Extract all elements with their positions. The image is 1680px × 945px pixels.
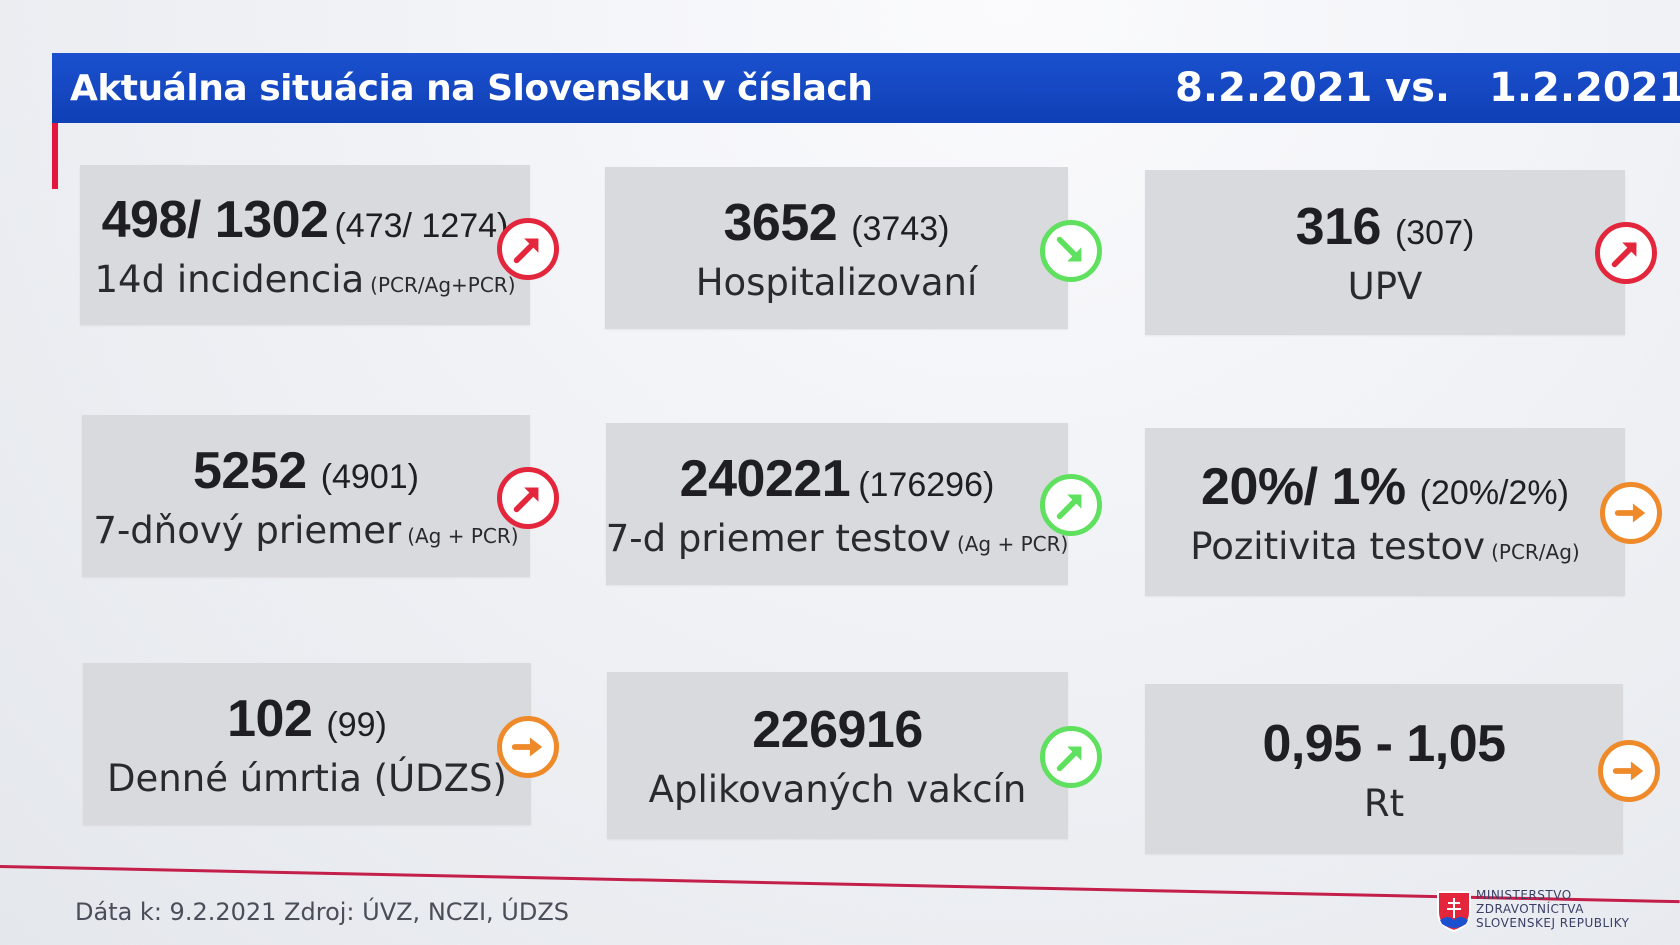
card-previous: (20%/2%) — [1419, 473, 1569, 512]
card-value: 20%/ 1% — [1201, 457, 1406, 516]
card-previous: (99) — [326, 705, 387, 744]
card-previous: (3743) — [851, 209, 950, 248]
card-value: 3652 — [723, 193, 838, 252]
card-previous: (307) — [1394, 214, 1475, 252]
header-bar: Aktuálna situácia na Slovensku v číslach… — [52, 53, 1680, 123]
card-label: Denné úmrtia (ÚDZS) — [107, 756, 507, 800]
date-previous: 1.2.2021 — [1489, 65, 1680, 111]
card-vaccinations: 226916 Aplikovaných vakcín — [607, 672, 1068, 839]
card-label: 7-d priemer testov — [605, 516, 951, 560]
card-value: 498/ 1302 — [101, 190, 329, 249]
card-ventilation: 316 (307) UPV — [1145, 170, 1625, 335]
card-rt: 0,95 - 1,05 Rt — [1145, 684, 1623, 854]
card-previous: (473/ 1274) — [334, 206, 509, 245]
footer-source: Dáta k: 9.2.2021 Zdroj: ÚVZ, NCZI, ÚDZS — [75, 898, 570, 926]
card-value: 0,95 - 1,05 — [1262, 714, 1506, 773]
card-label: Hospitalizovaní — [695, 260, 978, 304]
card-value: 316 — [1295, 198, 1382, 256]
ministry-line-2: ZDRAVOTNÍCTVA — [1476, 902, 1584, 916]
card-previous: (4901) — [320, 457, 419, 496]
arrow-right-icon — [1600, 482, 1662, 544]
versus-label: vs. — [1385, 65, 1451, 111]
page-title: Aktuálna situácia na Slovensku v číslach — [70, 67, 873, 109]
card-note: (Ag + PCR) — [956, 531, 1069, 556]
card-note: (Ag + PCR) — [407, 523, 519, 548]
card-positivity: 20%/ 1% (20%/2%) Pozitivita testov (PCR/A… — [1145, 428, 1625, 596]
arrow-up-right-icon — [1040, 726, 1102, 788]
card-label: UPV — [1347, 265, 1423, 308]
arrow-up-right-icon — [1040, 474, 1102, 536]
card-incidence: 498/ 1302 (473/ 1274) 14d incidencia (PCR… — [80, 165, 530, 325]
arrow-down-right-icon — [1040, 220, 1102, 282]
card-hospitalized: 3652 (3743) Hospitalizovaní — [605, 167, 1068, 329]
card-note: (PCR/Ag) — [1491, 539, 1580, 564]
ministry-line-1: MINISTERSTVO — [1476, 888, 1572, 902]
slovak-coat-of-arms-icon — [1436, 890, 1472, 933]
card-previous: (176296) — [858, 465, 995, 504]
card-value: 5252 — [193, 441, 307, 500]
card-label: Pozitivita testov — [1190, 524, 1486, 568]
arrow-right-icon — [1598, 740, 1660, 802]
accent-bar — [52, 123, 58, 189]
ministry-line-3: SLOVENSKEJ REPUBLIKY — [1476, 916, 1630, 930]
card-7day-average: 5252 (4901) 7-dňový priemer (Ag + PCR) — [82, 415, 530, 577]
arrow-up-right-icon — [497, 218, 559, 280]
card-7day-tests: 240221 (176296) 7-d priemer testov (Ag + … — [606, 423, 1068, 585]
card-label: Aplikovaných vakcín — [648, 768, 1027, 811]
card-value: 102 — [227, 689, 313, 748]
card-label: Rt — [1363, 781, 1405, 825]
card-value: 226916 — [752, 701, 923, 759]
card-value: 240221 — [679, 449, 851, 508]
card-daily-deaths: 102 (99) Denné úmrtia (ÚDZS) — [83, 663, 531, 825]
card-label: 7-dňový priemer — [93, 508, 402, 552]
card-note: (PCR/Ag+PCR) — [370, 272, 516, 297]
date-current: 8.2.2021 — [1175, 65, 1373, 111]
arrow-right-icon — [497, 716, 559, 778]
arrow-up-right-icon — [497, 467, 559, 529]
arrow-up-right-icon — [1595, 222, 1657, 284]
ministry-name: MINISTERSTVO ZDRAVOTNÍCTVA SLOVENSKEJ RE… — [1476, 888, 1629, 930]
card-label: 14d incidencia — [94, 257, 365, 301]
